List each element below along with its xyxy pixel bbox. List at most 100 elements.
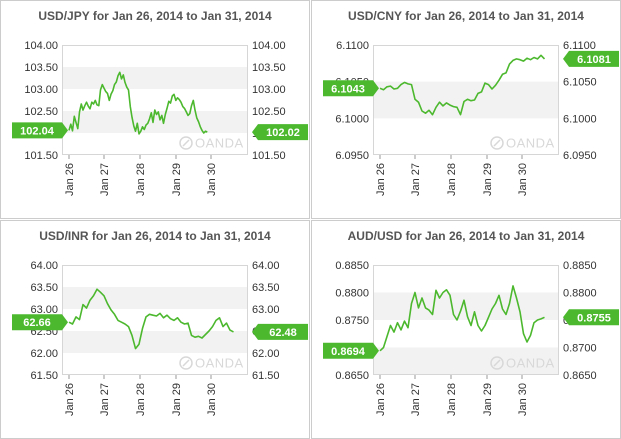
x-tick-label: Jan 28 (446, 383, 458, 416)
y-tick-label-right: 0.8700 (563, 343, 597, 355)
y-tick-label-left: 61.50 (30, 370, 58, 382)
plot-area (62, 45, 248, 155)
y-tick-label-right: 64.00 (252, 260, 280, 272)
badge-left: 102.04 (12, 122, 68, 139)
badge-left-value: 62.66 (23, 317, 51, 329)
oanda-watermark: OANDA (179, 356, 244, 371)
badge-right-shape (252, 124, 308, 141)
x-tick-label: Jan 27 (410, 383, 422, 416)
badge-left: 0.8694 (323, 342, 379, 359)
x-tick-label: Jan 26 (64, 163, 76, 196)
oanda-logo-icon (179, 356, 193, 370)
y-tick-label-left: 6.0950 (335, 150, 369, 162)
y-tick-label-left: 103.50 (24, 62, 58, 74)
oanda-logo-stroke (182, 139, 190, 147)
x-tick-label: Jan 27 (410, 163, 422, 196)
series-line (68, 288, 234, 350)
x-tick-label: Jan 27 (99, 383, 111, 416)
y-tick-label-right: 62.00 (252, 348, 280, 360)
watermark-text: OANDA (506, 356, 555, 371)
x-tick-label: Jan 26 (375, 383, 387, 416)
badge-right: 6.1081 (563, 50, 619, 67)
series-line (379, 54, 546, 116)
series-line (68, 71, 208, 135)
y-tick-label-left: 102.50 (24, 106, 58, 118)
y-tick-label-right: 63.00 (252, 304, 280, 316)
panel-frame (311, 220, 621, 439)
plot-area (373, 265, 559, 375)
x-tick-label: Jan 30 (206, 163, 218, 196)
plot-area (373, 45, 559, 155)
y-tick-label-left: 6.1100 (336, 40, 369, 52)
y-tick-label-right: 6.1000 (563, 113, 597, 125)
badge-left: 6.1043 (323, 80, 379, 97)
grid-band (62, 67, 248, 89)
x-tick-label: Jan 28 (135, 383, 147, 416)
y-tick-label-right: 6.1050 (563, 77, 597, 89)
y-tick-label-right: 63.50 (252, 282, 280, 294)
y-tick-label-left: 63.50 (30, 282, 58, 294)
y-tick-label-left: 6.1000 (335, 113, 369, 125)
chart-panel-usd-jpy: USD/JPY for Jan 26, 2014 to Jan 31, 2014… (0, 0, 310, 219)
x-tick-label: Jan 28 (135, 163, 147, 196)
y-tick-label-left: 64.00 (30, 260, 58, 272)
x-tick-label: Jan 28 (446, 163, 458, 196)
badge-left-value: 6.1043 (331, 83, 365, 95)
watermark-text: OANDA (195, 356, 244, 371)
chart-title: USD/CNY for Jan 26, 2014 to Jan 31, 2014 (348, 9, 584, 23)
oanda-watermark: OANDA (490, 136, 555, 151)
y-tick-label-right: 103.50 (252, 62, 286, 74)
x-tick-label: Jan 29 (482, 163, 494, 196)
chart-title: AUD/USD for Jan 26, 2014 to Jan 31, 2014 (348, 229, 585, 243)
oanda-logo-stroke (182, 359, 190, 367)
watermark-text: OANDA (506, 136, 555, 151)
y-tick-label-left: 104.00 (24, 40, 58, 52)
y-tick-label-right: 6.1100 (563, 40, 596, 52)
y-tick-label-right: 102.50 (252, 106, 286, 118)
oanda-logo-icon (179, 136, 193, 150)
badge-right: 62.48 (252, 323, 308, 340)
badge-left-value: 0.8694 (331, 346, 366, 358)
y-tick-label-left: 0.8650 (335, 370, 369, 382)
badge-left-shape (323, 342, 379, 359)
x-tick-label: Jan 30 (517, 383, 529, 416)
chart-svg: USD/INR for Jan 26, 2014 to Jan 31, 2014… (0, 220, 310, 439)
y-tick-label-right: 104.00 (252, 40, 286, 52)
y-tick-label-right: 0.8800 (563, 288, 597, 300)
oanda-logo-stroke (493, 139, 501, 147)
badge-left-shape (12, 122, 68, 139)
chart-panel-usd-inr: USD/INR for Jan 26, 2014 to Jan 31, 2014… (0, 220, 310, 439)
badge-left-value: 102.04 (20, 125, 55, 137)
badge-right: 102.02 (252, 124, 308, 141)
badge-left: 62.66 (12, 314, 68, 331)
x-tick-label: Jan 30 (206, 383, 218, 416)
x-tick-label: Jan 29 (482, 383, 494, 416)
y-tick-label-right: 6.0950 (563, 150, 597, 162)
chart-panel-aud-usd: AUD/USD for Jan 26, 2014 to Jan 31, 2014… (311, 220, 621, 439)
chart-svg: USD/JPY for Jan 26, 2014 to Jan 31, 2014… (0, 0, 310, 219)
y-tick-label-right: 0.8650 (563, 370, 597, 382)
badge-right-shape (252, 323, 308, 340)
chart-panel-usd-cny: USD/CNY for Jan 26, 2014 to Jan 31, 2014… (311, 0, 621, 219)
y-tick-label-left: 0.8850 (335, 260, 369, 272)
y-tick-label-left: 62.00 (30, 348, 58, 360)
x-tick-label: Jan 26 (375, 163, 387, 196)
y-tick-label-left: 103.00 (24, 84, 58, 96)
oanda-logo-stroke (493, 359, 501, 367)
x-tick-label: Jan 26 (64, 383, 76, 416)
chart-title: USD/INR for Jan 26, 2014 to Jan 31, 2014 (39, 229, 271, 243)
x-tick-label: Jan 29 (171, 383, 183, 416)
chart-title: USD/JPY for Jan 26, 2014 to Jan 31, 2014 (38, 9, 272, 23)
grid-band (373, 347, 559, 375)
watermark-text: OANDA (195, 136, 244, 151)
y-tick-label-left: 0.8800 (335, 288, 369, 300)
oanda-logo-icon (490, 136, 504, 150)
chart-svg: USD/CNY for Jan 26, 2014 to Jan 31, 2014… (311, 0, 621, 219)
y-tick-label-right: 61.50 (252, 370, 280, 382)
badge-right-value: 0.8755 (577, 312, 611, 324)
chart-svg: AUD/USD for Jan 26, 2014 to Jan 31, 2014… (311, 220, 621, 439)
badge-left-shape (323, 80, 379, 97)
badge-left-shape (12, 314, 68, 331)
oanda-watermark: OANDA (179, 136, 244, 151)
oanda-logo-icon (490, 356, 504, 370)
